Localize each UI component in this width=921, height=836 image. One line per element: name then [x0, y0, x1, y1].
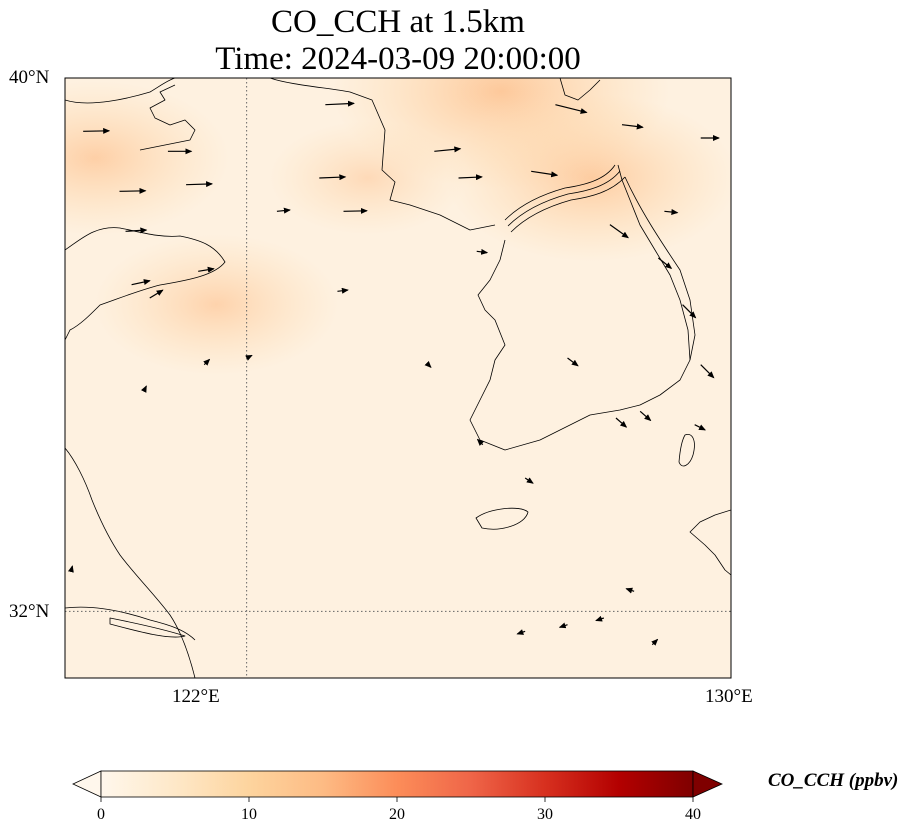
chart-title-line1: CO_CCH at 1.5km	[271, 4, 525, 40]
concentration-hotspot	[65, 80, 230, 236]
wind-arrow	[516, 629, 526, 635]
wind-arrow	[131, 279, 151, 286]
lat-label-40n: 40°N	[9, 67, 50, 88]
wind-arrow	[657, 257, 673, 270]
wind-arrow	[198, 266, 215, 273]
korea-dmz-1	[504, 164, 616, 221]
jeju-island	[475, 507, 529, 530]
wind-arrow	[531, 170, 559, 178]
kyushu-coastline	[689, 509, 731, 576]
wind-arrow	[558, 622, 568, 629]
liaodong-east-coastline	[269, 78, 496, 231]
concentration-hotspot	[94, 234, 339, 376]
korea-north-east-coast	[624, 176, 696, 361]
liaodong-peninsula-coastline	[139, 84, 196, 151]
concentration-hotspot	[446, 94, 731, 262]
coastlines	[65, 78, 731, 678]
wind-arrow	[319, 174, 347, 181]
wind-arrow	[476, 438, 484, 446]
wind-arrow	[83, 127, 111, 134]
wind-arrow	[651, 638, 659, 646]
colorbar-label: CO_CCH (ppbv)	[768, 770, 899, 791]
map-frame	[64, 77, 732, 679]
wind-arrow	[682, 304, 697, 319]
wind-arrow	[458, 174, 483, 181]
wind-arrow	[245, 354, 253, 361]
wind-arrow	[567, 357, 579, 367]
wind-arrow	[424, 360, 432, 368]
colorbar-max-extension	[692, 770, 723, 798]
concentration-hotspot	[268, 121, 467, 235]
wind-arrow	[325, 100, 355, 107]
wind-arrow	[524, 477, 534, 484]
colorbar	[100, 770, 694, 798]
colorbar-tick-label: 30	[537, 806, 553, 823]
wind-arrow	[700, 364, 715, 379]
lon-label-130e: 130°E	[705, 686, 753, 707]
colorbar-tick-label: 10	[241, 806, 257, 823]
wind-arrow	[664, 209, 679, 216]
wind-arrow	[203, 358, 211, 366]
chart-title-line2: Time: 2024-03-09 20:00:00	[215, 41, 581, 77]
wind-arrow	[149, 289, 164, 299]
wind-arrow	[276, 207, 291, 214]
yangtze-island	[109, 617, 186, 638]
jiangsu-coastline	[65, 447, 196, 678]
lon-label-122e: 122°E	[172, 686, 220, 707]
korea-north-coastline	[559, 78, 601, 101]
wind-arrow	[639, 410, 652, 422]
wind-arrow	[186, 181, 214, 188]
wind-arrow	[434, 146, 462, 153]
colorbar-min-extension	[72, 770, 102, 798]
tsushima-island	[678, 433, 695, 467]
korea-dmz-3	[510, 176, 626, 233]
wind-arrow	[140, 385, 147, 393]
wind-arrow	[615, 417, 628, 428]
wind-arrow	[621, 123, 644, 130]
liaodong-coastline	[65, 78, 176, 104]
wind-arrow	[119, 187, 147, 194]
wind-arrow	[609, 224, 629, 239]
colorbar-tick-label: 0	[97, 806, 105, 823]
colorbar-tick-label: 40	[685, 806, 701, 823]
wind-arrow	[595, 615, 605, 622]
wind-arrow	[694, 424, 706, 431]
wind-vectors	[67, 100, 720, 646]
concentration-field	[65, 78, 731, 376]
wind-arrow	[625, 587, 635, 594]
wind-arrow	[476, 248, 489, 255]
wind-arrow	[343, 207, 368, 214]
wind-arrow	[337, 287, 349, 294]
shandong-coastline	[65, 227, 226, 341]
wind-arrow	[555, 104, 588, 114]
wind-arrow	[125, 227, 148, 234]
colorbar-tick-marks	[100, 797, 694, 802]
korea-dmz-2	[507, 170, 621, 227]
lat-label-32n: 32°N	[9, 601, 50, 622]
yangtze-estuary	[65, 606, 196, 641]
wind-arrow	[67, 565, 74, 573]
colorbar-tick-label: 20	[389, 806, 405, 823]
gridlines	[65, 78, 731, 678]
